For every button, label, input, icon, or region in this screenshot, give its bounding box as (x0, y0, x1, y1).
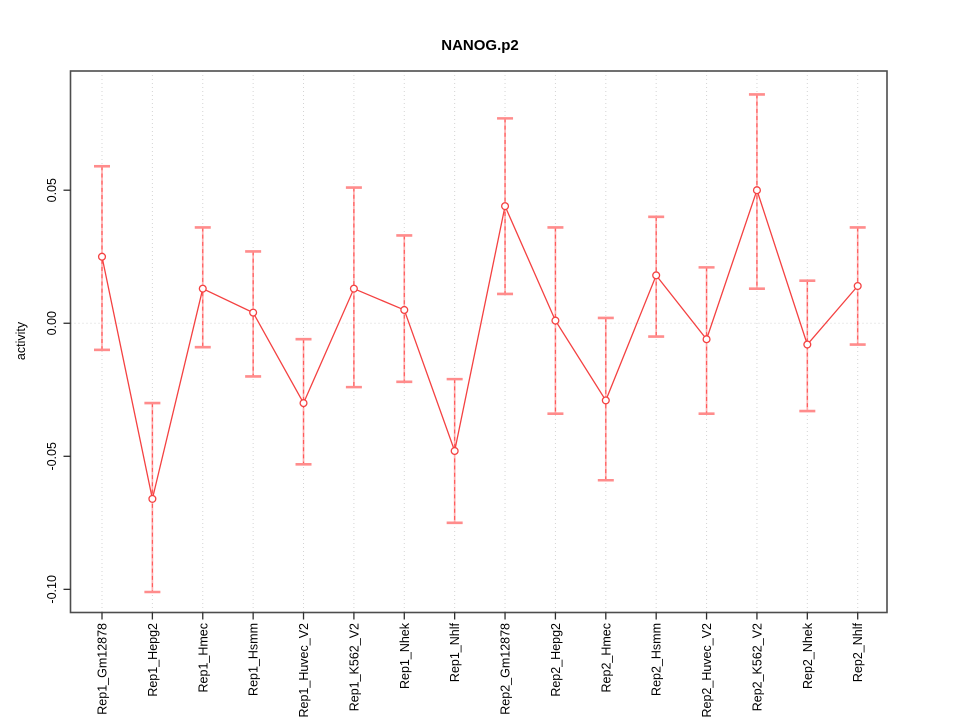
x-tick-label: Rep1_Hsmm (247, 623, 261, 696)
y-tick-label: -0.10 (45, 575, 59, 604)
x-tick-label: Rep2_Huvec_V2 (700, 623, 714, 718)
data-point (652, 271, 661, 280)
x-tick-label: Rep2_Gm12878 (499, 623, 513, 715)
data-point (198, 284, 207, 293)
x-tick-label: Rep1_Nhek (398, 622, 412, 689)
y-tick-label: 0.00 (45, 311, 59, 335)
data-point (803, 340, 812, 349)
data-point (299, 399, 308, 408)
data-point (97, 252, 107, 261)
x-tick-label: Rep2_Nhlf (851, 622, 865, 682)
data-point (349, 284, 358, 293)
data-point (752, 186, 761, 195)
gridlines (70, 71, 887, 613)
data-point (450, 446, 459, 456)
data-point (551, 316, 560, 325)
x-tick-label: Rep1_K562_V2 (347, 623, 361, 711)
data-point (601, 396, 610, 405)
data-point (702, 335, 711, 344)
y-tick-label: -0.05 (45, 442, 59, 471)
x-tick-label: Rep1_Hmec (196, 623, 210, 692)
x-tick-label: Rep2_Nhek (801, 622, 815, 689)
x-tick-label: Rep2_Hsmm (650, 623, 664, 696)
data-point (249, 308, 258, 317)
x-tick-label: Rep2_K562_V2 (750, 623, 764, 711)
data-point (853, 281, 862, 291)
x-tick-label: Rep1_Hepg2 (146, 623, 160, 697)
x-tick-label: Rep1_Gm12878 (96, 623, 110, 715)
y-axis-label: activity (14, 321, 28, 360)
chart-title: NANOG.p2 (441, 37, 519, 54)
x-tick-label: Rep1_Nhlf (448, 622, 462, 682)
x-tick-label: Rep1_Huvec_V2 (297, 623, 311, 718)
axes: 0.05 0.00 -0.05 -0.10 Rep1_Gm12878 Rep1_Hepg2… (45, 70, 888, 718)
data-point (148, 494, 157, 503)
data-point (500, 202, 510, 211)
data-series (94, 93, 866, 594)
series-line (101, 188, 859, 500)
x-tick-label: Rep2_Hmec (599, 623, 613, 692)
x-tick-label: Rep2_Hepg2 (549, 623, 563, 697)
y-tick-label: 0.05 (45, 178, 59, 202)
data-point (400, 305, 409, 315)
plot-box (69, 70, 888, 614)
